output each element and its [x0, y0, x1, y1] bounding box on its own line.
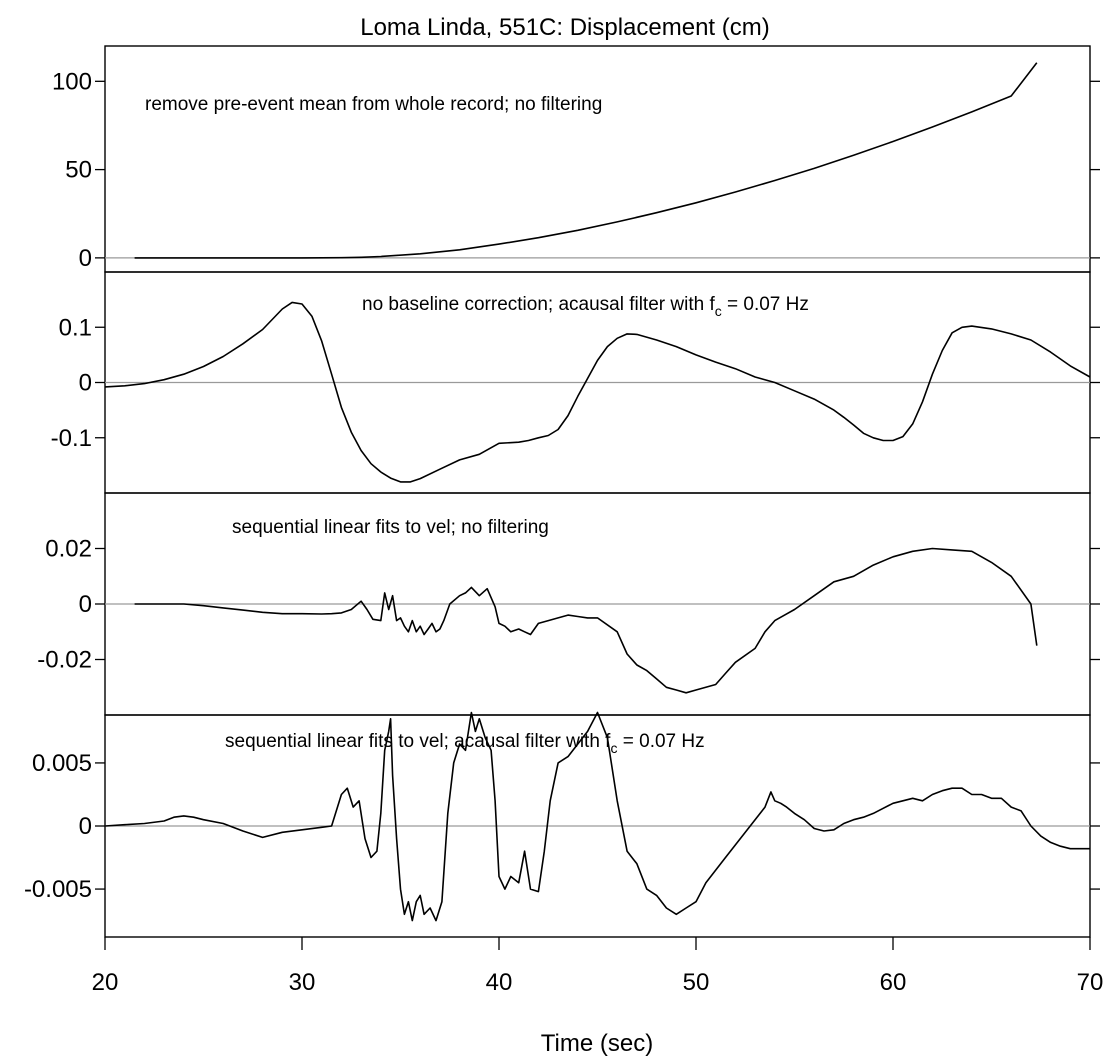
series-line [134, 62, 1038, 259]
chart-panels: 0 50 100 remove pre-event mean from whole r… [24, 45, 1100, 938]
annotation-text: no baseline correction; acausal filter w… [362, 294, 715, 315]
x-axis-label: Time (sec) [541, 1030, 653, 1057]
panel-annotation: sequential linear fits to vel; acausal f… [225, 731, 705, 756]
annotation-text-tail: = 0.07 Hz [617, 731, 704, 752]
y-tick-label: 0 [79, 813, 92, 840]
panel-annotation: no baseline correction; acausal filter w… [362, 294, 809, 319]
y-tick-label: -0.02 [37, 647, 92, 674]
panel-2: -0.1 0 0.1 no baseline correction; acausal … [51, 271, 1100, 494]
series-line [104, 711, 1090, 922]
y-tick-label: 100 [52, 68, 92, 95]
panel-annotation: sequential linear fits to vel; no filter… [232, 517, 549, 538]
series-line [104, 301, 1091, 483]
panel-1: 0 50 100 remove pre-event mean from whole r… [52, 45, 1100, 273]
y-tick-label: 0.1 [59, 314, 92, 341]
chart-title: Loma Linda, 551C: Displacement (cm) [360, 14, 770, 41]
x-tick-label: 60 [880, 969, 907, 996]
y-tick-label: 0.005 [32, 750, 92, 777]
annotation-text-tail: = 0.07 Hz [722, 294, 809, 315]
panel-annotation: remove pre-event mean from whole record;… [145, 94, 602, 115]
x-axis: 20 30 40 50 60 70 [92, 937, 1104, 996]
annotation-text: sequential linear fits to vel; no filter… [232, 517, 549, 538]
y-tick-label: 0 [79, 591, 92, 618]
x-tick-label: 30 [289, 969, 316, 996]
x-tick-label: 70 [1077, 969, 1104, 996]
series-line [134, 547, 1038, 694]
annotation-text: sequential linear fits to vel; acausal f… [225, 731, 611, 752]
x-tick-label: 40 [486, 969, 513, 996]
y-tick-label: 0 [79, 370, 92, 397]
y-tick-label: 0 [79, 245, 92, 272]
y-tick-label: 50 [65, 157, 92, 184]
annotation-subscript: c [610, 740, 617, 756]
y-tick-label: -0.005 [24, 876, 92, 903]
panel-3: -0.02 0 0.02 sequential linear fits to vel;… [37, 492, 1100, 716]
x-tick-label: 50 [683, 969, 710, 996]
x-tick-label: 20 [92, 969, 119, 996]
panel-frame [104, 45, 1091, 273]
panel-4: -0.005 0 0.005 sequential linear fits to ve… [24, 711, 1100, 938]
y-tick-label: 0.02 [45, 536, 92, 563]
annotation-subscript: c [715, 303, 722, 319]
y-tick-label: -0.1 [51, 425, 92, 452]
annotation-text: remove pre-event mean from whole record;… [145, 94, 602, 115]
